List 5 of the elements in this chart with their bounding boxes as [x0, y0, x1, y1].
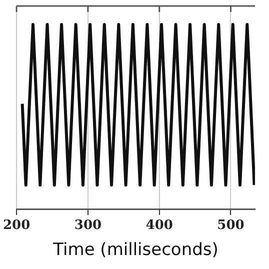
x-tick-label: 200 — [3, 218, 30, 234]
x-tick-label: 400 — [146, 218, 173, 234]
x-axis-title: Time (milliseconds) — [52, 240, 218, 260]
x-tick-label: 500 — [217, 218, 244, 234]
x-tick-label: 300 — [74, 218, 102, 234]
